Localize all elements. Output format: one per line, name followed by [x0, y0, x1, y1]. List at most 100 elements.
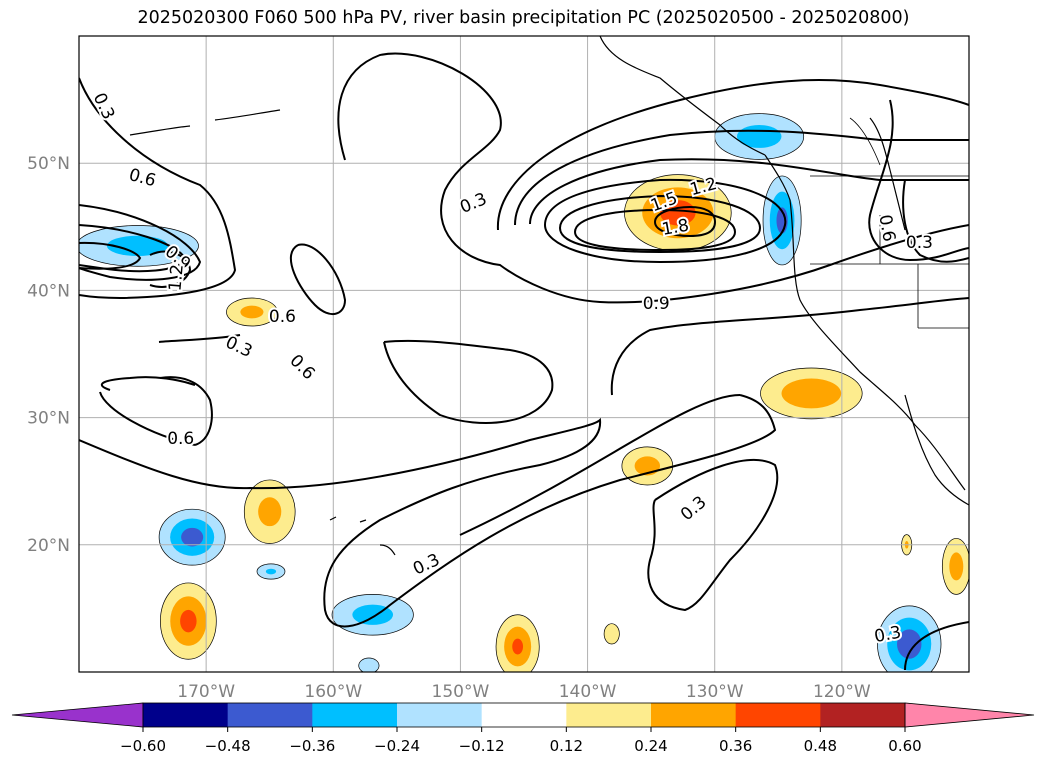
precip-outline [358, 657, 380, 672]
colorbar-swatch [143, 703, 229, 727]
pv-contour-line [647, 458, 779, 612]
coastline-segment [869, 117, 906, 231]
colorbar-tick-label: 0.36 [719, 737, 752, 755]
precipitation-fill-layer [79, 113, 969, 672]
pv-contour-line [159, 376, 213, 446]
coastline-segment [599, 36, 766, 156]
pv-contour-line [79, 394, 777, 628]
pv-contour-line [79, 77, 237, 300]
precip-outline [158, 508, 226, 566]
pv-contour-line [544, 178, 787, 264]
colorbar-swatch [651, 703, 737, 727]
precip-band [181, 527, 204, 547]
lon-tick-label: 130°W [686, 682, 744, 702]
colorbar-swatch [566, 703, 652, 727]
colorbar-swatch [312, 703, 398, 727]
precip-feature [760, 367, 863, 420]
lat-tick-label: 50°N [27, 154, 70, 174]
lon-tick-label: 120°W [813, 682, 871, 702]
precip-band [736, 125, 782, 148]
colorbar-tick-label: 0.60 [888, 737, 921, 755]
pv-contour-line [158, 334, 241, 343]
pv-contours [79, 52, 969, 671]
pv-contour-line [337, 52, 969, 304]
pv-contour-line [868, 99, 969, 262]
lon-tick-label: 150°W [432, 682, 490, 702]
coastline-segment [810, 117, 969, 329]
precip-feature [79, 225, 199, 267]
precip-feature [762, 175, 802, 266]
precip-outline [760, 367, 863, 420]
precip-outline [331, 594, 414, 636]
pv-contour-line [904, 621, 969, 671]
pv-contour-label: 1.2 [165, 263, 187, 292]
precip-outline [941, 538, 969, 595]
precip-band [106, 235, 168, 257]
precip-outline [226, 297, 278, 327]
coastline-segment [764, 154, 966, 491]
colorbar-frame [142, 702, 906, 728]
precip-band [604, 623, 620, 645]
precip-feature [160, 582, 217, 660]
pv-contour-line [654, 205, 717, 238]
colorbar-tick-label: 0.12 [550, 737, 583, 755]
colorbar-tick-label: −0.60 [120, 737, 166, 755]
precip-band [949, 552, 964, 581]
pv-contour-line [289, 243, 347, 315]
precip-feature [941, 538, 969, 595]
precip-feature [256, 563, 286, 580]
lon-tick-label: 170°W [177, 682, 235, 702]
gridlines [79, 36, 969, 672]
precip-outline [79, 225, 199, 267]
precip-feature [331, 594, 414, 636]
colorbar-tick-label: 0.48 [804, 737, 837, 755]
pv-contour-line [459, 394, 741, 536]
colorbar-extend-high [904, 702, 1035, 728]
coastline-segment [904, 394, 969, 506]
pv-contour-label: 0.6 [269, 307, 296, 327]
precip-feature [603, 623, 620, 645]
precip-outline [256, 563, 286, 580]
precip-feature [243, 479, 296, 544]
axis-tick-labels: 170°W 160°W 150°W 140°W 130°W 120°W 50°N 40°N 30… [27, 154, 871, 702]
lon-tick-label: 140°W [559, 682, 617, 702]
colorbar-swatch [397, 703, 483, 727]
precip-outline [877, 605, 942, 672]
pv-contour-line [574, 208, 737, 252]
pv-contour-line [514, 129, 969, 226]
precip-outline [160, 582, 217, 660]
pv-contour-line [79, 204, 202, 281]
pv-contour-line [902, 179, 969, 263]
precip-band [512, 638, 524, 655]
precip-outline [495, 614, 540, 672]
precip-outline [243, 479, 296, 544]
coastline-segment [329, 516, 396, 556]
colorbar-tick-label: −0.36 [289, 737, 335, 755]
lat-tick-label: 30°N [27, 409, 70, 429]
pv-contour-line [529, 158, 969, 225]
pv-contour-line [149, 250, 192, 288]
map-frame [78, 35, 970, 673]
colorbar-swatch [481, 703, 567, 727]
precip-outline [762, 175, 802, 266]
pv-contour-line [383, 339, 554, 424]
precip-band [240, 305, 264, 319]
coastlines [129, 36, 969, 556]
precip-band [265, 568, 277, 575]
precip-outline [603, 623, 620, 645]
colorbar-tick-label: −0.12 [459, 737, 505, 755]
lat-tick-label: 40°N [27, 281, 70, 301]
precip-feature [495, 614, 540, 672]
precip-band [897, 629, 922, 659]
lon-tick-label: 160°W [304, 682, 362, 702]
precip-band [180, 609, 197, 633]
colorbar-tick-label: 0.24 [634, 737, 667, 755]
pv-contour-line [559, 194, 762, 254]
pv-contour-line [496, 79, 969, 231]
precip-band [358, 658, 380, 672]
pv-contour-line [100, 376, 196, 391]
colorbar-extend-low [11, 702, 144, 728]
colorbar-tick-label: −0.48 [205, 737, 251, 755]
pv-contour-line [79, 224, 187, 273]
colorbar-swatch [227, 703, 313, 727]
